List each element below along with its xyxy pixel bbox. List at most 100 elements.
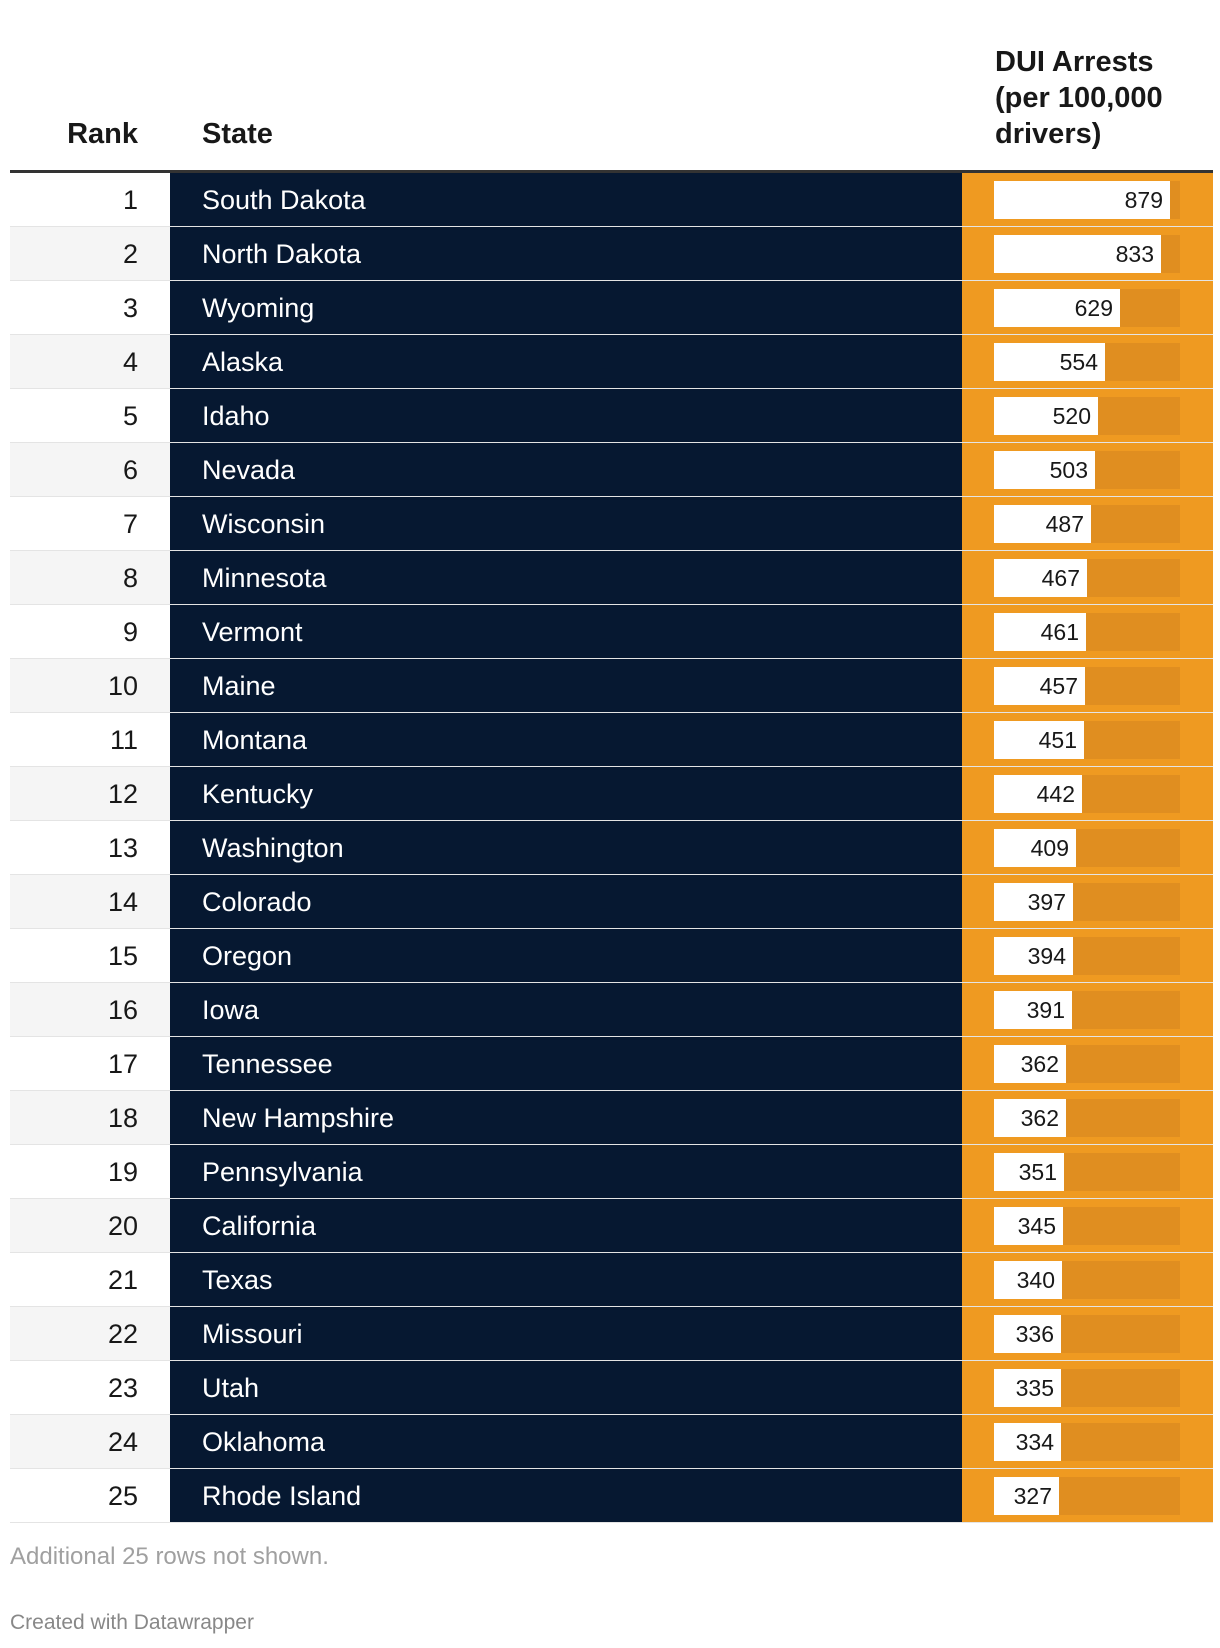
value-cell: 451 bbox=[962, 713, 1213, 766]
bar-track: 833 bbox=[994, 235, 1180, 273]
rank-cell: 6 bbox=[122, 455, 138, 485]
bar-track: 351 bbox=[994, 1153, 1180, 1191]
bar-value-label: 340 bbox=[1016, 1267, 1055, 1293]
column-header-rank[interactable]: Rank bbox=[67, 118, 138, 150]
rank-cell: 22 bbox=[107, 1319, 138, 1349]
state-cell: Maine bbox=[170, 659, 962, 712]
state-cell: Wisconsin bbox=[170, 497, 962, 550]
table-row: 9 Vermont 461 bbox=[10, 605, 1213, 659]
bar-value-label: 467 bbox=[1041, 565, 1080, 591]
table-row: 6 Nevada 503 bbox=[10, 443, 1213, 497]
column-header-dui-arrests[interactable]: DUI Arrests (per 100,000 drivers) bbox=[995, 46, 1163, 150]
rank-cell: 3 bbox=[122, 293, 138, 323]
bar-track: 336 bbox=[994, 1315, 1180, 1353]
bar-fill: 336 bbox=[994, 1315, 1061, 1353]
value-cell: 327 bbox=[962, 1469, 1213, 1522]
value-cell: 833 bbox=[962, 227, 1213, 280]
bar-value-label: 520 bbox=[1052, 403, 1091, 429]
bar-track: 394 bbox=[994, 937, 1180, 975]
value-cell: 340 bbox=[962, 1253, 1213, 1306]
table-body: 1 South Dakota 879 2 North Dakota 833 3 Wyoming… bbox=[10, 173, 1213, 1523]
bar-track: 629 bbox=[994, 289, 1180, 327]
state-cell: Texas bbox=[170, 1253, 962, 1306]
table-row: 11 Montana 451 bbox=[10, 713, 1213, 767]
bar-value-label: 362 bbox=[1020, 1105, 1059, 1131]
bar-value-label: 833 bbox=[1115, 241, 1154, 267]
rank-cell: 21 bbox=[107, 1265, 138, 1295]
value-cell: 394 bbox=[962, 929, 1213, 982]
bar-track: 457 bbox=[994, 667, 1180, 705]
bar-track: 487 bbox=[994, 505, 1180, 543]
value-cell: 467 bbox=[962, 551, 1213, 604]
rank-cell: 2 bbox=[122, 239, 138, 269]
rank-cell: 12 bbox=[107, 779, 138, 809]
table-row: 3 Wyoming 629 bbox=[10, 281, 1213, 335]
data-table: Rank State DUI Arrests (per 100,000 driv… bbox=[10, 0, 1213, 1523]
bar-track: 467 bbox=[994, 559, 1180, 597]
bar-value-label: 334 bbox=[1015, 1429, 1054, 1455]
bar-track: 461 bbox=[994, 613, 1180, 651]
bar-fill: 362 bbox=[994, 1045, 1066, 1083]
rank-cell: 13 bbox=[107, 833, 138, 863]
state-cell: Rhode Island bbox=[170, 1469, 962, 1522]
bar-fill: 362 bbox=[994, 1099, 1066, 1137]
rank-cell: 5 bbox=[122, 401, 138, 431]
bar-fill: 487 bbox=[994, 505, 1091, 543]
value-cell: 503 bbox=[962, 443, 1213, 496]
state-cell: Washington bbox=[170, 821, 962, 874]
rank-cell: 25 bbox=[107, 1481, 138, 1511]
bar-fill: 391 bbox=[994, 991, 1072, 1029]
bar-track: 520 bbox=[994, 397, 1180, 435]
table-row: 22 Missouri 336 bbox=[10, 1307, 1213, 1361]
rank-cell: 19 bbox=[107, 1157, 138, 1187]
table-row: 10 Maine 457 bbox=[10, 659, 1213, 713]
value-cell: 442 bbox=[962, 767, 1213, 820]
column-header-state[interactable]: State bbox=[202, 118, 273, 150]
bar-fill: 345 bbox=[994, 1207, 1063, 1245]
bar-value-label: 461 bbox=[1040, 619, 1079, 645]
bar-value-label: 335 bbox=[1015, 1375, 1054, 1401]
table-row: 2 North Dakota 833 bbox=[10, 227, 1213, 281]
state-cell: North Dakota bbox=[170, 227, 962, 280]
bar-value-label: 327 bbox=[1013, 1483, 1052, 1509]
rank-cell: 15 bbox=[107, 941, 138, 971]
bar-value-label: 351 bbox=[1018, 1159, 1057, 1185]
value-cell: 554 bbox=[962, 335, 1213, 388]
bar-fill: 467 bbox=[994, 559, 1087, 597]
bar-track: 554 bbox=[994, 343, 1180, 381]
value-cell: 629 bbox=[962, 281, 1213, 334]
bar-track: 409 bbox=[994, 829, 1180, 867]
table-notes: Additional 25 rows not shown. bbox=[10, 1543, 329, 1570]
bar-fill: 520 bbox=[994, 397, 1098, 435]
state-cell: Oklahoma bbox=[170, 1415, 962, 1468]
table-row: 17 Tennessee 362 bbox=[10, 1037, 1213, 1091]
datawrapper-credit: Created with Datawrapper bbox=[10, 1611, 254, 1634]
bar-fill: 397 bbox=[994, 883, 1073, 921]
rank-cell: 20 bbox=[107, 1211, 138, 1241]
bar-track: 879 bbox=[994, 181, 1180, 219]
bar-fill: 335 bbox=[994, 1369, 1061, 1407]
bar-track: 362 bbox=[994, 1099, 1180, 1137]
value-cell: 879 bbox=[962, 173, 1213, 226]
value-cell: 334 bbox=[962, 1415, 1213, 1468]
rank-cell: 7 bbox=[122, 509, 138, 539]
table-row: 23 Utah 335 bbox=[10, 1361, 1213, 1415]
bar-fill: 327 bbox=[994, 1477, 1059, 1515]
table-row: 7 Wisconsin 487 bbox=[10, 497, 1213, 551]
table-row: 19 Pennsylvania 351 bbox=[10, 1145, 1213, 1199]
bar-value-label: 451 bbox=[1038, 727, 1077, 753]
bar-value-label: 345 bbox=[1017, 1213, 1056, 1239]
value-cell: 520 bbox=[962, 389, 1213, 442]
table-row: 16 Iowa 391 bbox=[10, 983, 1213, 1037]
state-cell: Oregon bbox=[170, 929, 962, 982]
table-row: 8 Minnesota 467 bbox=[10, 551, 1213, 605]
bar-value-label: 629 bbox=[1074, 295, 1113, 321]
bar-fill: 340 bbox=[994, 1261, 1062, 1299]
state-cell: Idaho bbox=[170, 389, 962, 442]
bar-track: 345 bbox=[994, 1207, 1180, 1245]
bar-value-label: 397 bbox=[1027, 889, 1066, 915]
table-row: 14 Colorado 397 bbox=[10, 875, 1213, 929]
value-cell: 362 bbox=[962, 1037, 1213, 1090]
table-row: 12 Kentucky 442 bbox=[10, 767, 1213, 821]
table-row: 18 New Hampshire 362 bbox=[10, 1091, 1213, 1145]
